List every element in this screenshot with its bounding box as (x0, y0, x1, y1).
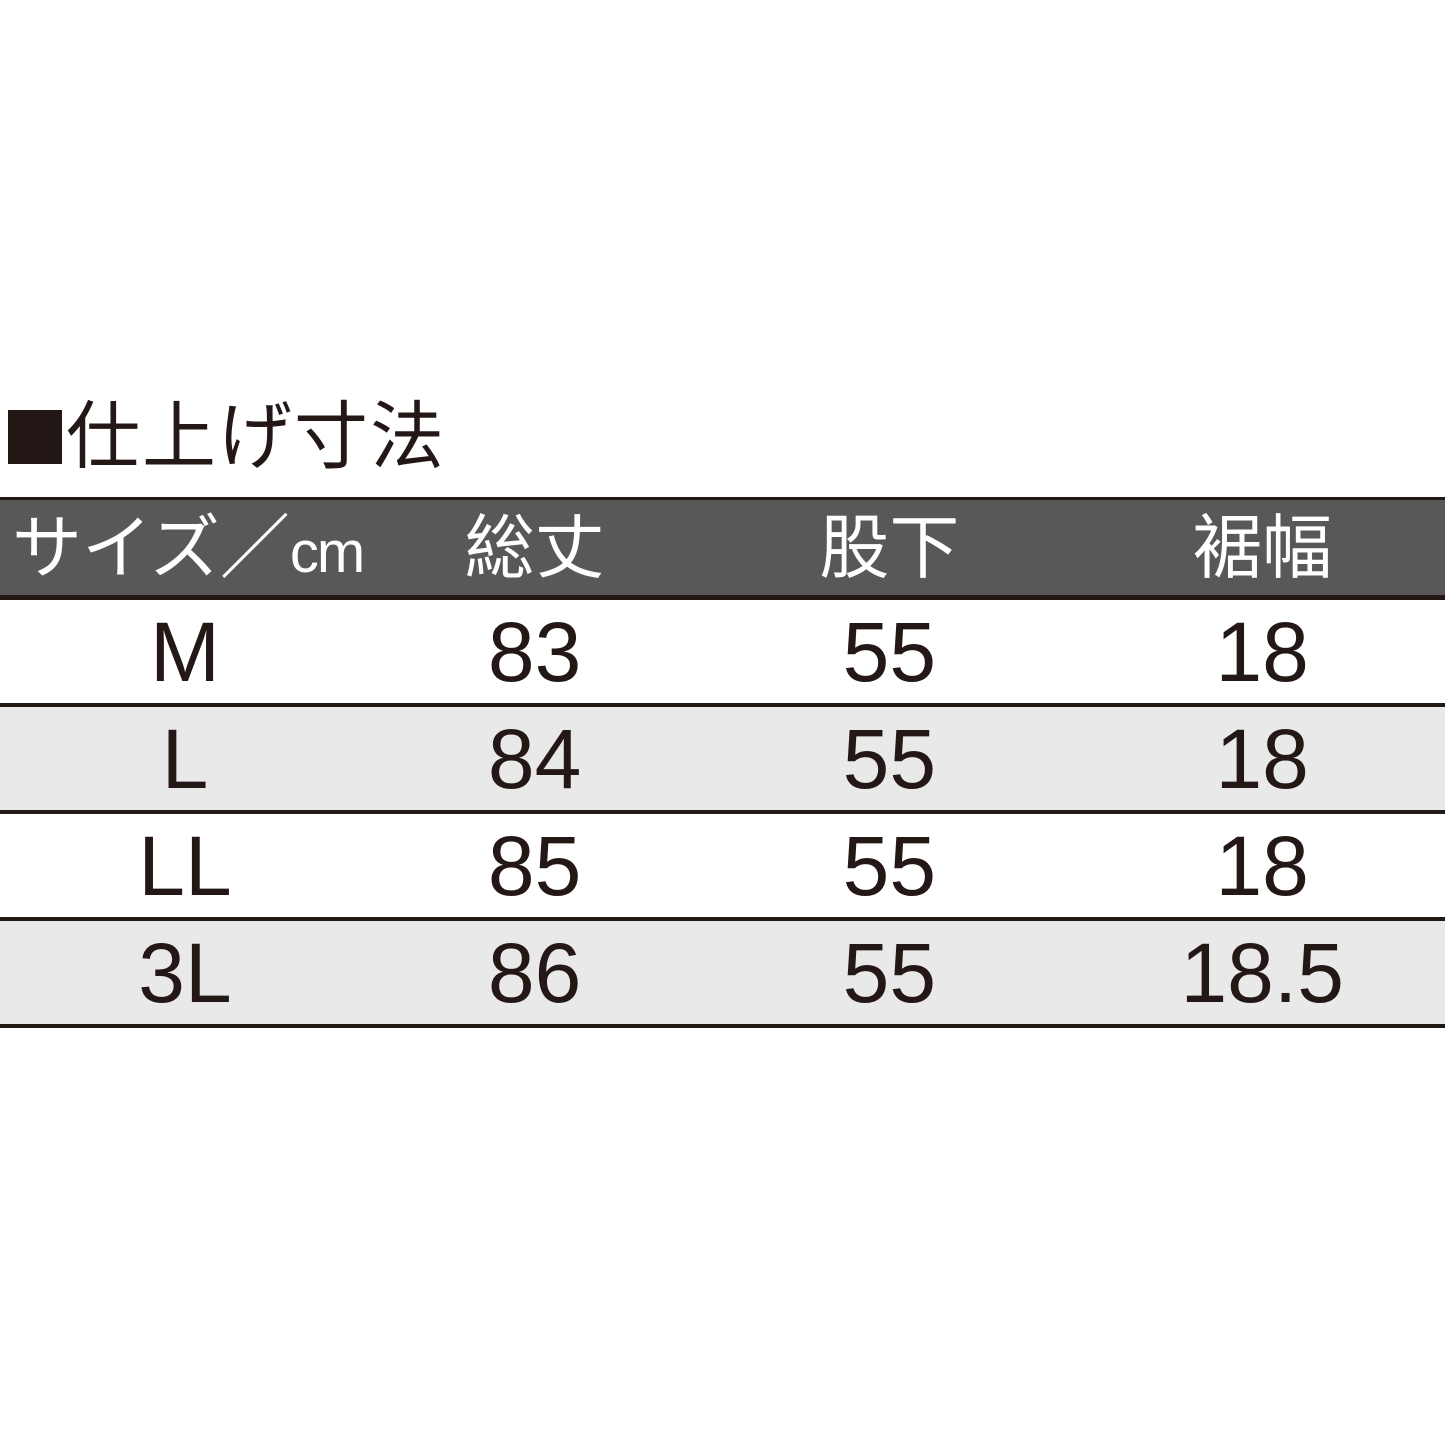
header-inseam: 股下 (699, 497, 1080, 600)
cell-inseam: 55 (699, 812, 1080, 921)
size-spec-table: サイズ／cm 総丈 股下 裾幅 M 83 55 18 L 84 55 18 LL… (0, 497, 1445, 1028)
cell-size: 3L (0, 919, 370, 1028)
cell-total-length: 86 (369, 919, 700, 1028)
header-size-unit: サイズ／cm (0, 497, 370, 600)
cell-size: L (0, 705, 370, 814)
cell-hem-width: 18.5 (1079, 919, 1445, 1028)
header-hem-width: 裾幅 (1079, 497, 1445, 600)
table-row-ll: LL 85 55 18 (0, 812, 1445, 921)
black-square-bullet-icon (8, 410, 62, 464)
header-unit-label: cm (289, 519, 365, 585)
table-row-m: M 83 55 18 (0, 597, 1445, 707)
header-total-length: 総丈 (369, 497, 700, 600)
table-row-3l: 3L 86 55 18.5 (0, 919, 1445, 1028)
cell-inseam: 55 (699, 597, 1080, 707)
cell-size: LL (0, 812, 370, 921)
cell-hem-width: 18 (1079, 597, 1445, 707)
cell-inseam: 55 (699, 705, 1080, 814)
cell-total-length: 84 (369, 705, 700, 814)
cell-hem-width: 18 (1079, 812, 1445, 921)
cell-total-length: 85 (369, 812, 700, 921)
table-header-row: サイズ／cm 総丈 股下 裾幅 (0, 497, 1445, 600)
table-row-l: L 84 55 18 (0, 705, 1445, 814)
section-title-text: 仕上げ寸法 (66, 395, 446, 478)
header-size-label: サイズ／ (12, 508, 290, 587)
cell-total-length: 83 (369, 597, 700, 707)
cell-inseam: 55 (699, 919, 1080, 1028)
section-title: 仕上げ寸法 (8, 400, 446, 474)
cell-hem-width: 18 (1079, 705, 1445, 814)
cell-size: M (0, 597, 370, 707)
